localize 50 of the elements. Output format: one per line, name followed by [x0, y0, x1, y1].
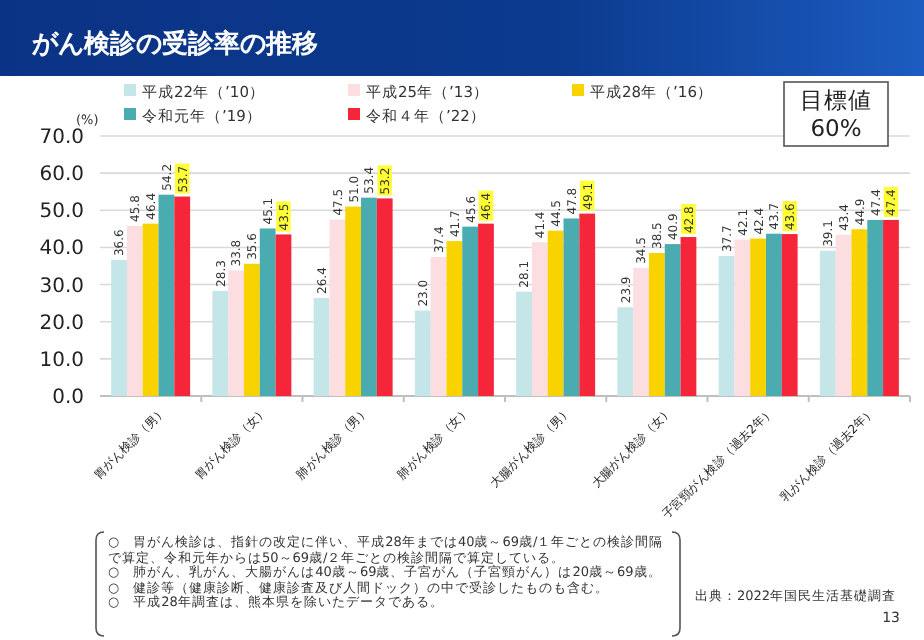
bar	[781, 234, 798, 396]
bar	[531, 242, 548, 396]
bar	[462, 226, 479, 396]
bar	[547, 230, 564, 396]
bar	[883, 219, 899, 396]
bar	[142, 223, 159, 396]
bar	[680, 237, 697, 396]
bar	[478, 223, 494, 396]
y-tick-label: 40.0	[39, 238, 84, 261]
bar	[633, 267, 649, 396]
bar	[111, 260, 127, 396]
y-tick-label: 50.0	[39, 201, 84, 224]
bar	[212, 290, 229, 396]
y-tick-label: 10.0	[39, 349, 84, 372]
bar	[867, 219, 884, 396]
annotation: 目標値 60%	[800, 86, 872, 142]
bar	[259, 228, 276, 396]
bar	[579, 213, 596, 396]
bar	[158, 194, 175, 396]
bar	[851, 229, 868, 396]
bar	[563, 218, 580, 396]
y-tick-label: 20.0	[39, 312, 84, 335]
bar	[835, 234, 852, 396]
bar	[174, 196, 191, 396]
bar	[766, 233, 782, 396]
bar	[228, 270, 244, 396]
bar	[243, 263, 260, 396]
bar	[376, 198, 393, 396]
bar	[345, 206, 362, 396]
bar	[648, 253, 665, 396]
chart-title: がん検診の受診率の推移	[30, 28, 318, 60]
bar	[446, 241, 463, 396]
bar	[126, 225, 143, 396]
bar	[430, 257, 447, 396]
bar	[313, 297, 330, 396]
bar	[361, 197, 377, 396]
bar	[718, 255, 735, 396]
bar	[516, 291, 532, 396]
bar	[414, 310, 431, 396]
y-tick-label: 0.0	[52, 387, 84, 409]
bar	[819, 250, 836, 396]
bar	[664, 244, 681, 396]
y-tick-label: 60.0	[39, 164, 84, 187]
bar	[750, 238, 767, 396]
y-tick-label: 70.0	[39, 127, 84, 149]
bar	[734, 239, 751, 396]
y-tick-label: 30.0	[39, 275, 84, 298]
bar	[329, 219, 346, 396]
bar	[275, 234, 292, 396]
bar	[617, 307, 634, 396]
